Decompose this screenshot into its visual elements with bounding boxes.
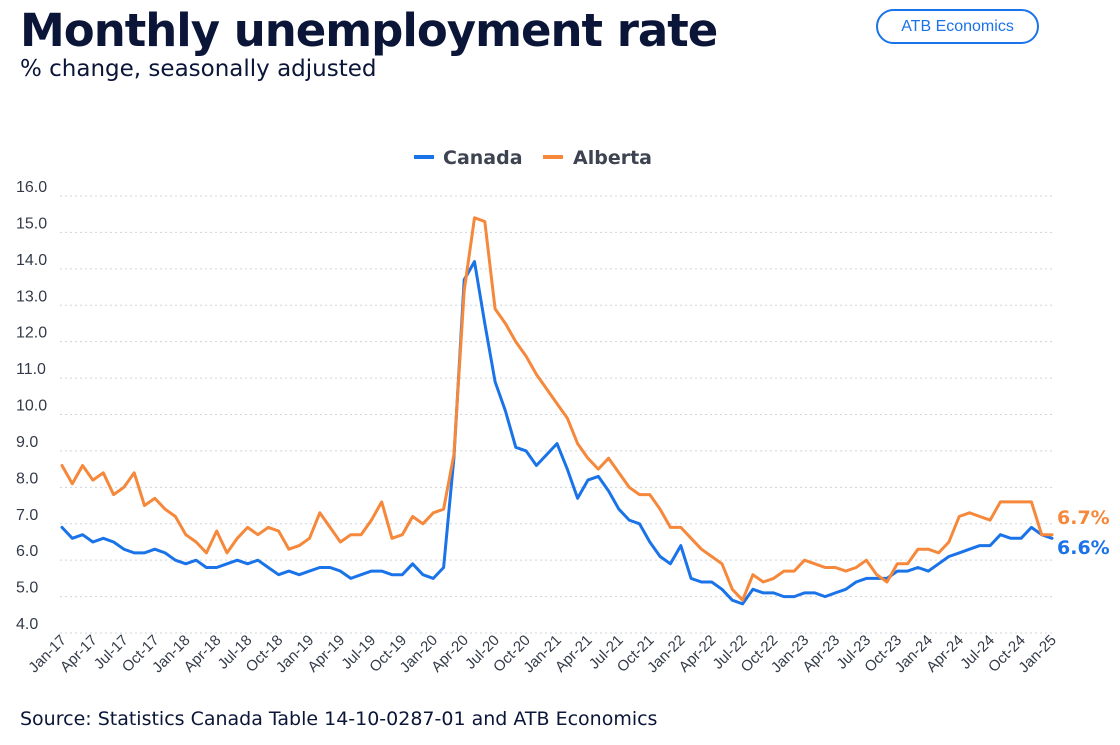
y-tick-label: 15.0: [16, 215, 47, 232]
series-line-canada: [60, 260, 1054, 606]
y-tick-label: 4.0: [16, 616, 38, 633]
atb-economics-badge[interactable]: ATB Economics: [876, 9, 1039, 44]
y-tick-label: 9.0: [16, 434, 38, 451]
legend-label: Alberta: [573, 147, 652, 169]
y-tick-label: 7.0: [16, 507, 38, 524]
alberta-end-label: 6.7%: [1057, 507, 1110, 529]
y-tick-label: 11.0: [16, 361, 46, 378]
legend-label: Canada: [443, 147, 523, 169]
end-labels: 6.7% 6.6%: [1057, 507, 1110, 559]
y-tick-label: 14.0: [16, 252, 47, 269]
y-tick-label: 12.0: [16, 325, 47, 342]
chart-title: Monthly unemployment rate: [20, 4, 718, 57]
chart-subtitle: % change, seasonally adjusted: [20, 56, 377, 82]
y-tick-label: 13.0: [16, 288, 47, 305]
y-tick-label: 16.0: [16, 179, 47, 196]
y-tick-label: 10.0: [16, 398, 47, 415]
y-tick-label: 5.0: [16, 580, 38, 597]
legend: Canada Alberta: [414, 147, 652, 169]
canada-end-label: 6.6%: [1057, 537, 1110, 559]
series-line-alberta: [60, 216, 1054, 602]
series-lines: [60, 216, 1054, 606]
y-axis-ticks: 16.0 15.0 14.0 13.0 12.0 11.0 10.0 9.0 8.0 7.0 6.0…: [16, 179, 47, 633]
x-axis-ticks: Jan-17Apr-17Jul-17Oct-17Jan-18Apr-18Jul-…: [25, 632, 1059, 676]
y-tick-label: 6.0: [16, 543, 38, 560]
source-note: Source: Statistics Canada Table 14-10-02…: [20, 708, 658, 730]
y-tick-label: 8.0: [16, 470, 38, 487]
line-chart: 16.0 15.0 14.0 13.0 12.0 11.0 10.0 9.0 8.0 7.0 6.0…: [16, 147, 1110, 676]
gridlines: [60, 195, 1052, 634]
